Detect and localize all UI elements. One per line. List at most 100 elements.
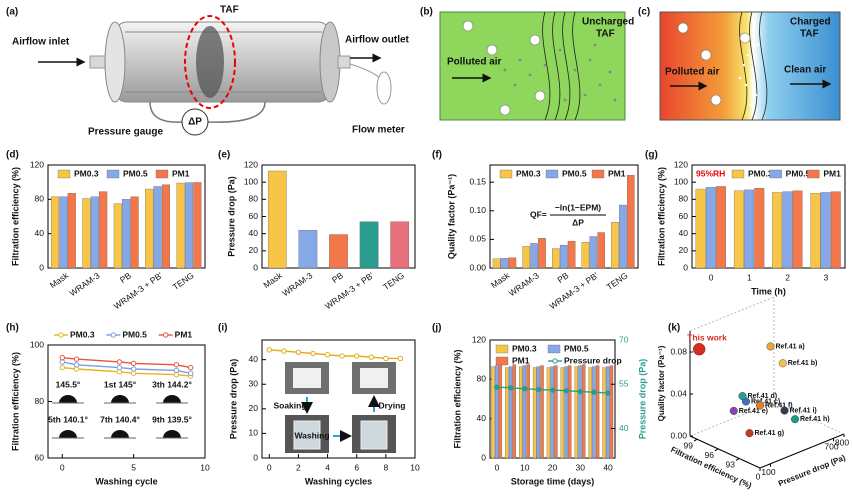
bar [567, 240, 576, 269]
x-tick-label: WRAM-3 [280, 270, 314, 298]
legend-swatch [591, 169, 605, 179]
gauge-tube [207, 101, 266, 123]
floor-edge [689, 401, 775, 437]
bar [733, 190, 744, 269]
line-marker [397, 355, 404, 362]
legend-swatch [57, 169, 71, 179]
y-axis-label: Pressure drop (Pa) [226, 176, 236, 257]
droplet [58, 429, 77, 438]
x-tick-label: 6 [354, 462, 359, 472]
x-tick-label: 4 [325, 462, 330, 472]
panel-b: (b) Polluted air Uncharged TAF [420, 7, 634, 121]
gauge [181, 108, 209, 136]
x-tick-label: TENG [605, 270, 630, 292]
point [729, 406, 738, 415]
bar [810, 193, 821, 269]
x-tick-label: 10 [520, 462, 530, 472]
legend-marker [162, 332, 169, 338]
bar [145, 188, 154, 269]
gauge-label: Pressure gauge [88, 127, 163, 138]
y-tick-label: 20 [249, 403, 259, 413]
contact-angle: 3th 144.2° [152, 379, 192, 389]
bar [538, 238, 546, 269]
bar [589, 236, 598, 269]
point-label: This work [687, 332, 727, 342]
bar [530, 243, 538, 269]
y-tick-label: 0 [39, 262, 44, 272]
annotation: 95%RH [696, 168, 725, 178]
y-tick-label: 0.10 [469, 205, 486, 215]
particles [677, 22, 751, 106]
x-tick-label: 0 [267, 462, 272, 472]
line-marker [173, 362, 180, 368]
bar [611, 222, 619, 269]
y-tick-label: 0 [253, 262, 258, 272]
x-tick-label: 20 [548, 462, 558, 472]
flow-meter [376, 71, 392, 105]
y-tick-label: 120 [244, 159, 258, 169]
bar [130, 196, 139, 269]
bar [782, 191, 793, 269]
bar [609, 365, 614, 459]
y-tick-label: 10 [249, 428, 259, 438]
bar [99, 191, 108, 269]
fabric [293, 368, 321, 388]
panel-label: (f) [432, 150, 442, 161]
y-tick-label: 0.00 [469, 262, 486, 272]
fabric [360, 368, 388, 388]
bar [552, 248, 560, 269]
panel-label: (k) [668, 323, 680, 334]
panel-label: (g) [645, 150, 658, 161]
bar [595, 365, 600, 459]
bar [505, 367, 509, 459]
x-tick-label: Mask [489, 270, 512, 290]
y-tick-label: 80 [477, 374, 487, 384]
line-marker [508, 385, 514, 391]
x-axis-label: Time (h) [751, 286, 786, 296]
bar [329, 234, 348, 269]
x-tick-label: 0 [495, 462, 500, 472]
legend-label: PM0.3 [512, 343, 537, 353]
x-tick-label: TENG [171, 270, 196, 292]
line-marker [494, 384, 500, 390]
x-tick-label: 1 [747, 272, 752, 282]
line-marker [324, 352, 331, 358]
flow-meter-label: Flow meter [352, 125, 405, 136]
y-tick-label: 100 [244, 176, 258, 186]
point-label: Ref.41 d) [748, 393, 778, 400]
bar [184, 182, 194, 269]
y-tick-label: 60 [249, 211, 259, 221]
legend-label: PM1 [608, 168, 626, 178]
bar [772, 192, 783, 269]
y-tick-label: 20 [679, 245, 689, 255]
droplet [111, 395, 129, 403]
point-label: Ref.41 a) [776, 343, 805, 350]
x-tick-label: PB [330, 270, 345, 285]
y-tick-label: 40 [249, 354, 259, 364]
legend-swatch [769, 169, 782, 179]
x-tick-label: 5 [131, 462, 136, 472]
x-tick-label: 8 [383, 462, 388, 472]
legend-label: Pressure drop [564, 355, 622, 365]
bar [602, 367, 606, 459]
polluted-air-label: Polluted air [447, 57, 502, 68]
y2-tick-label: 40 [619, 423, 629, 433]
legend-marker [552, 358, 558, 364]
bar [67, 193, 76, 269]
legend-swatch [499, 169, 513, 179]
x-tick-label: TENG [381, 270, 406, 292]
panel-label: (a) [6, 7, 18, 18]
point [756, 401, 765, 410]
z-tick-label: 0.08 [670, 346, 687, 356]
x-tick-label: WRAM-3 [68, 270, 102, 298]
line-marker [522, 385, 528, 392]
line-marker [368, 354, 374, 360]
photo-label: Washing [294, 430, 329, 440]
contact-angle: 145.5° [56, 379, 81, 389]
contact-angle: 9th 139.5° [152, 414, 192, 424]
legend-label: PM0.3 [516, 168, 541, 178]
x-tick-label: 0 [60, 462, 65, 472]
bar [581, 242, 590, 269]
bar [820, 192, 831, 269]
